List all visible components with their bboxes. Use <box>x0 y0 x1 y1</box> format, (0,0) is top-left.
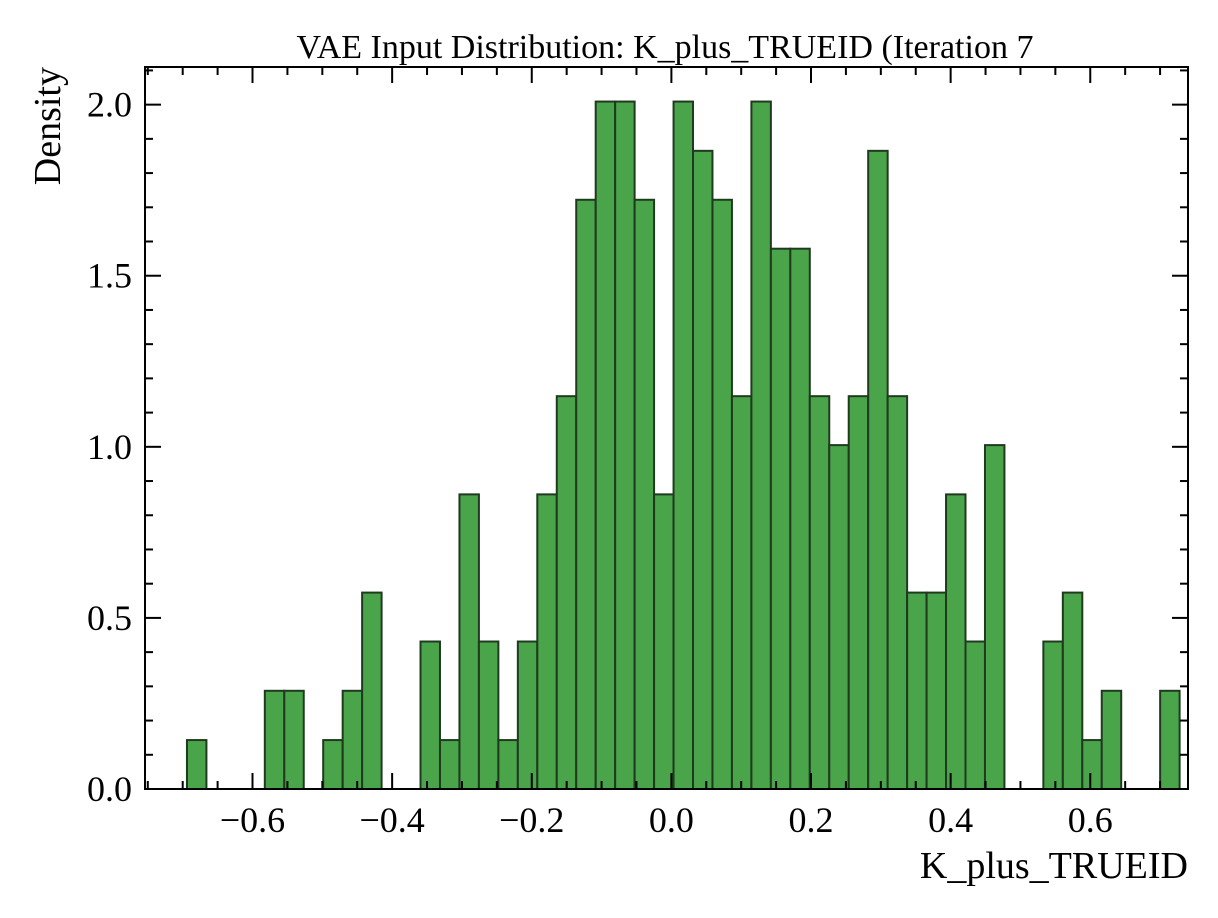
histogram-bar <box>438 739 461 791</box>
histogram-bar <box>1100 689 1123 790</box>
histogram-bar <box>867 149 889 790</box>
histogram-bar <box>614 100 636 790</box>
histogram-bar <box>555 395 578 790</box>
x-tick-label: −0.4 <box>359 800 424 840</box>
y-tick-label: 1.0 <box>87 427 132 467</box>
histogram-bar <box>263 689 286 790</box>
x-axis-label: K_plus_TRUEID <box>920 845 1188 887</box>
histogram-bar <box>633 198 656 790</box>
histogram-bar <box>497 739 519 791</box>
histogram-bar <box>283 689 305 790</box>
y-tick-labels: 0.0 0.5 1.0 1.5 2.0 <box>87 85 132 809</box>
ticks-group <box>145 67 1188 790</box>
y-tick-label: 1.5 <box>87 256 132 296</box>
histogram-bar <box>828 444 850 790</box>
histogram-bar <box>964 640 986 791</box>
histogram-bar <box>1081 739 1103 791</box>
histogram-bar <box>692 149 714 790</box>
histogram-bar <box>594 100 617 790</box>
histogram-bar <box>575 198 597 790</box>
histogram-bar <box>847 395 870 790</box>
histogram-bar <box>730 395 753 790</box>
histogram-bar <box>789 247 811 790</box>
histogram-bar <box>711 198 733 790</box>
chart-title: VAE Input Distribution: K_plus_TRUEID (I… <box>297 29 1034 66</box>
x-tick-labels: −0.6 −0.4 −0.2 0.0 0.2 0.4 0.6 <box>220 800 1113 840</box>
histogram-bar <box>672 100 695 790</box>
histogram-bar <box>361 591 383 791</box>
x-tick-label: 0.2 <box>789 800 834 840</box>
y-tick-label: 2.0 <box>87 85 132 125</box>
bars-group <box>185 100 1181 791</box>
histogram-bar <box>808 395 831 790</box>
histogram-bar <box>185 739 208 791</box>
x-tick-label: 0.4 <box>928 800 973 840</box>
histogram-bar <box>341 689 364 790</box>
x-tick-label: −0.2 <box>499 800 564 840</box>
plot-frame <box>144 66 1189 790</box>
histogram-bar <box>750 100 772 790</box>
histogram-bar <box>1061 591 1084 791</box>
histogram-bar <box>1159 689 1181 790</box>
y-tick-label: 0.5 <box>87 598 132 638</box>
histogram-bar <box>983 444 1006 790</box>
y-axis-label: Density <box>27 67 69 185</box>
histogram-bar <box>1042 640 1064 791</box>
histogram-bar <box>516 640 539 791</box>
histogram-bar <box>653 493 675 790</box>
histogram-bar <box>322 739 344 791</box>
histogram-bar <box>886 395 909 790</box>
histogram-bar <box>419 640 441 791</box>
histogram-bar <box>769 247 792 790</box>
histogram-bar <box>536 493 558 790</box>
histogram-bar <box>477 640 500 791</box>
x-tick-label: 0.0 <box>649 800 694 840</box>
histogram-bar <box>906 591 928 791</box>
histogram-bar <box>945 493 967 790</box>
histogram-bar <box>925 591 948 791</box>
histogram-bar <box>458 493 480 790</box>
x-tick-label: 0.6 <box>1068 800 1113 840</box>
x-tick-label: −0.6 <box>220 800 285 840</box>
y-tick-label: 0.0 <box>87 769 132 809</box>
